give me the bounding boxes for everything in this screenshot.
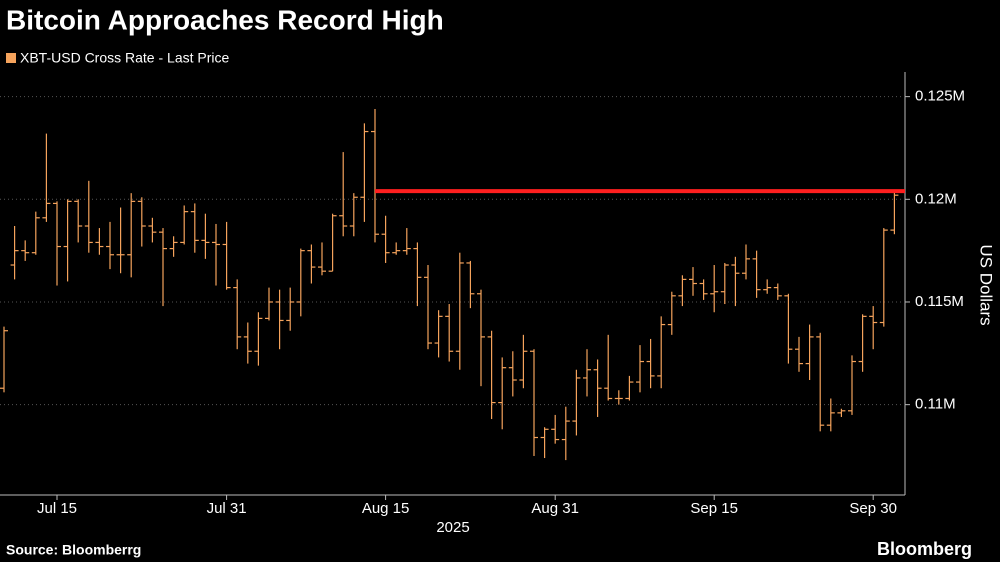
x-tick-label: Sep 15: [690, 500, 738, 517]
logo: Bloomberg: [877, 539, 972, 559]
legend-swatch: [6, 53, 16, 63]
y-tick-label: 0.12M: [915, 190, 957, 207]
x-tick-label: Jul 15: [37, 500, 77, 517]
y-axis-label: US Dollars: [977, 244, 996, 325]
x-axis-label: 2025: [436, 519, 469, 536]
legend-label: XBT-USD Cross Rate - Last Price: [20, 50, 229, 66]
x-tick-label: Aug 15: [362, 500, 410, 517]
x-tick-label: Aug 31: [531, 500, 579, 517]
y-tick-label: 0.125M: [915, 88, 965, 105]
y-tick-label: 0.11M: [915, 396, 956, 413]
x-tick-label: Jul 31: [207, 500, 247, 517]
chart-title: Bitcoin Approaches Record High: [6, 4, 444, 35]
source: Source: Bloomberrg: [6, 542, 141, 558]
y-tick-label: 0.115M: [915, 293, 964, 310]
x-tick-label: Sep 30: [849, 500, 897, 517]
